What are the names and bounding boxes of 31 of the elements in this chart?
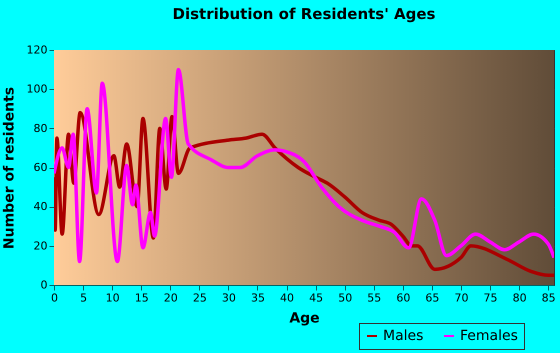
x-tick-label: 20 — [164, 292, 178, 304]
chart-title: Distribution of Residents' Ages — [172, 5, 436, 23]
x-tick-label: 10 — [106, 292, 120, 304]
x-tick-label: 80 — [512, 292, 527, 304]
x-axis-title: Age — [289, 310, 320, 326]
x-tick-label: 35 — [250, 292, 265, 304]
y-tick-label: 120 — [26, 44, 48, 56]
x-tick-label: 30 — [222, 292, 236, 304]
x-tick-label: 60 — [396, 292, 410, 304]
x-tick-label: 15 — [134, 292, 149, 304]
x-tick-label: 5 — [80, 292, 88, 304]
line-series — [54, 68, 554, 264]
x-tick-label: 25 — [192, 292, 207, 304]
x-tick-label: 75 — [484, 292, 498, 304]
x-tick-label: 55 — [367, 292, 382, 304]
y-tick-label: 0 — [40, 278, 48, 292]
y-tick-label: 20 — [34, 239, 48, 252]
x-tick-label: 65 — [425, 292, 440, 304]
x-tick-label: 45 — [309, 292, 324, 304]
x-tick-label: 50 — [338, 292, 352, 304]
x-tick-label: 0 — [51, 292, 58, 304]
x-tick-label: 85 — [542, 292, 556, 304]
y-tick-label: 60 — [34, 161, 48, 174]
y-tick-label: 100 — [26, 82, 48, 96]
x-tick-label: 70 — [454, 292, 468, 304]
legend-label: Males — [383, 328, 424, 344]
y-tick-label: 40 — [34, 200, 48, 214]
x-tick-label: 40 — [280, 292, 294, 304]
y-axis-title: Number of residents — [2, 86, 18, 250]
y-tick-label: 80 — [34, 122, 48, 135]
legend-label: Females — [460, 328, 518, 344]
